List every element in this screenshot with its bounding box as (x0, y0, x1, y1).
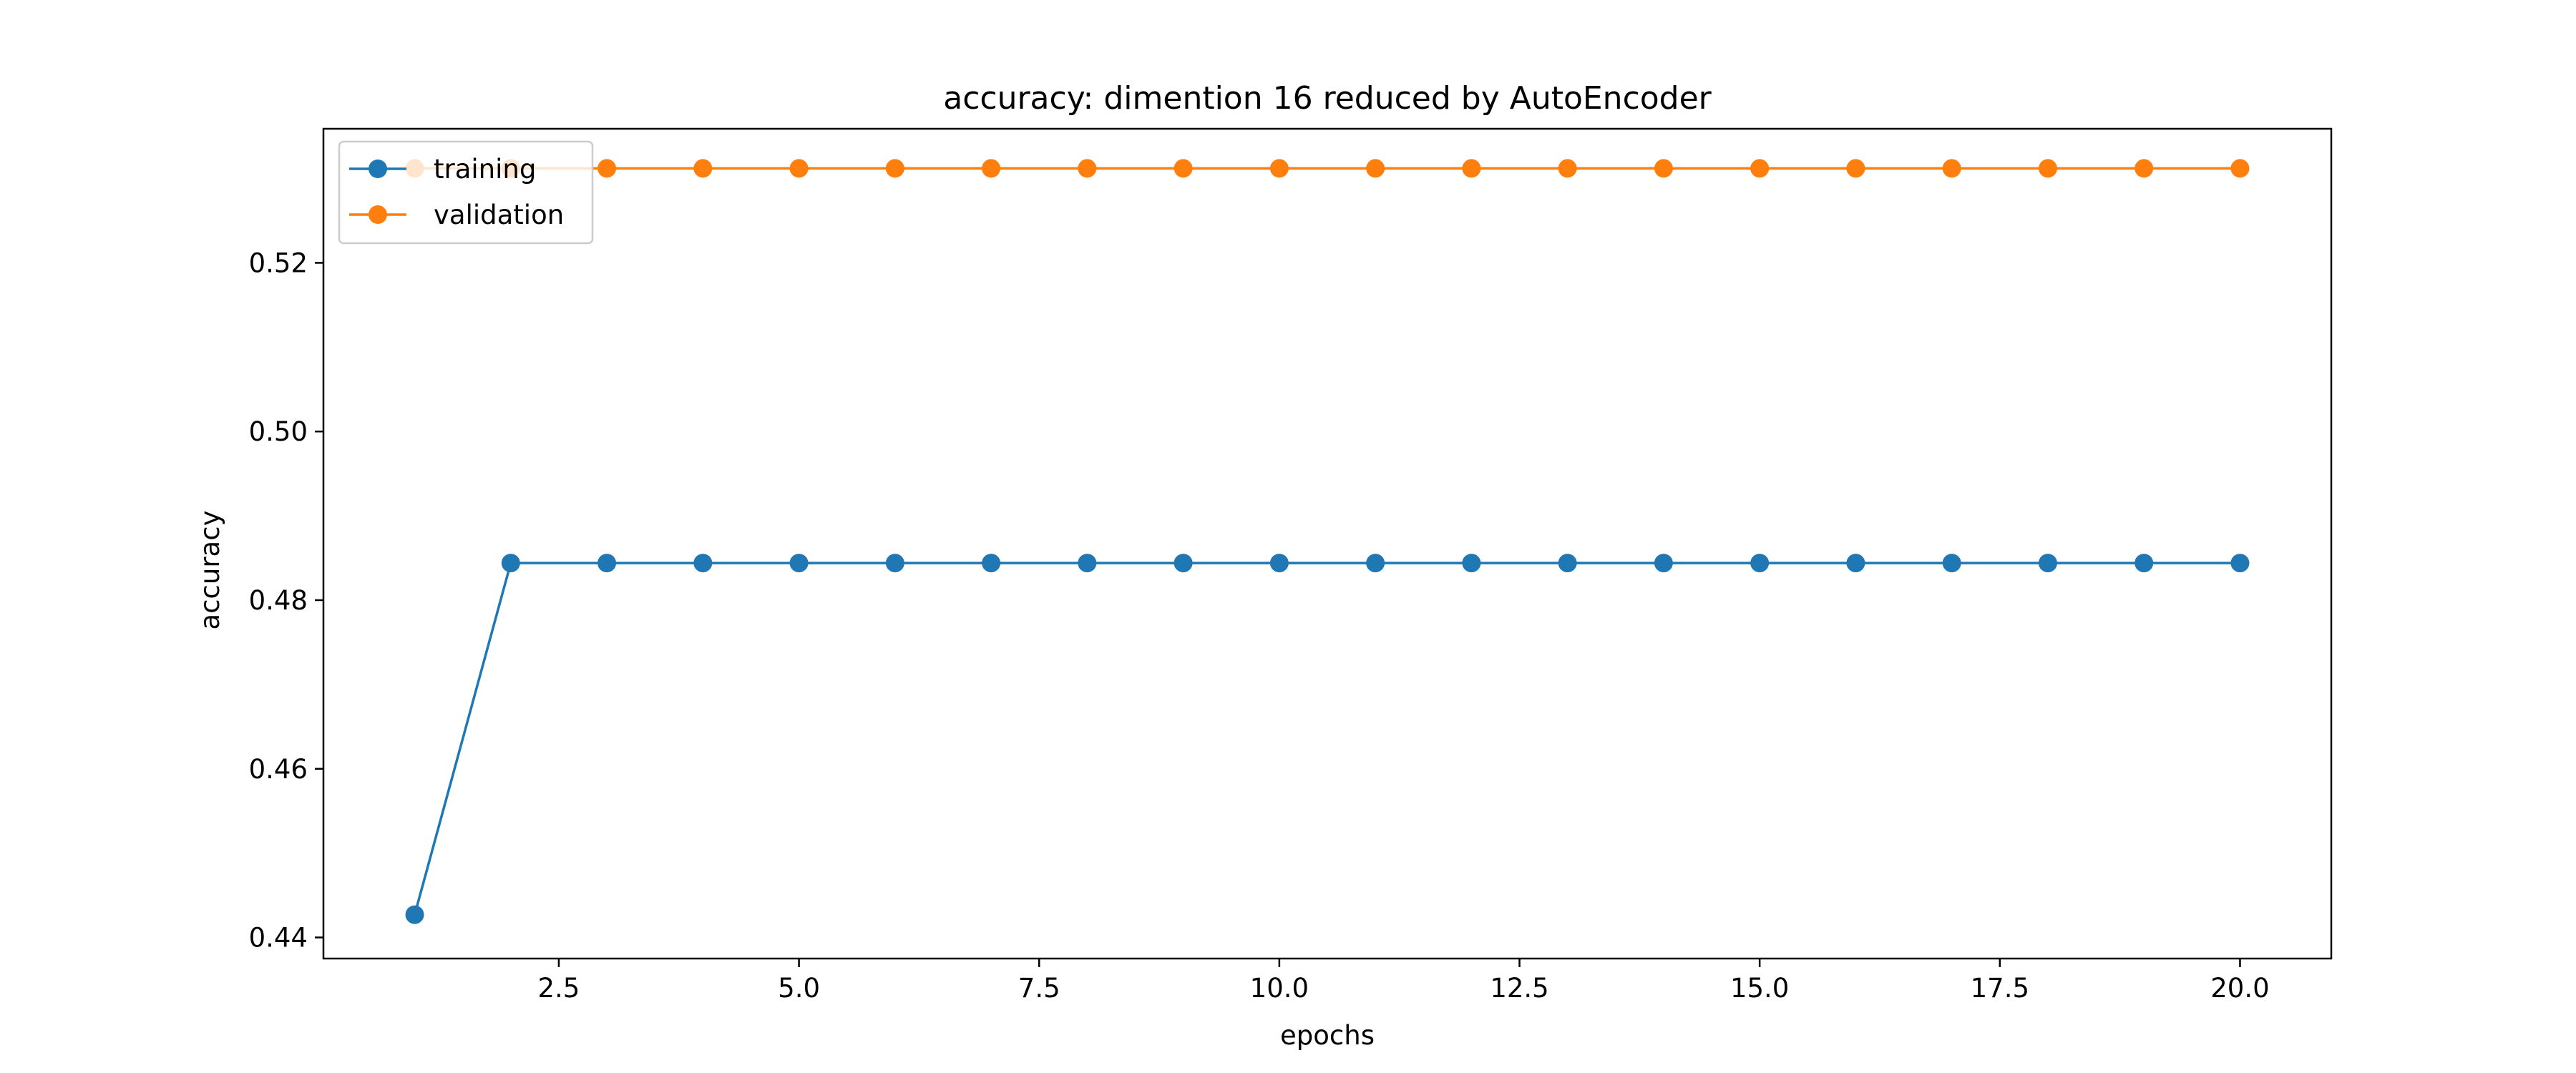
data-point-validation (1078, 159, 1097, 178)
data-point-validation (2038, 159, 2057, 178)
chart-title: accuracy: dimention 16 reduced by AutoEn… (943, 80, 1712, 117)
series-training (405, 554, 2250, 924)
data-point-training (597, 554, 617, 573)
x-tick-label: 15.0 (1730, 973, 1789, 1004)
x-tick-label: 2.5 (538, 973, 580, 1004)
axes-frame (322, 127, 2333, 960)
data-point-validation (2135, 159, 2154, 178)
y-tick-label: 0.44 (249, 923, 308, 954)
legend-label: training (434, 154, 536, 185)
data-point-validation (1462, 159, 1481, 178)
axes-layer: 2.5 5.0 7.5 10.0 12.5 15.0 17.5 20.0 0.44 0.46 0.4… (249, 127, 2333, 1004)
data-point-training (789, 554, 809, 573)
x-tick-label: 12.5 (1490, 973, 1548, 1004)
data-point-training (1366, 554, 1385, 573)
x-tick-label: 17.5 (1971, 973, 2029, 1004)
data-point-training (2135, 554, 2154, 573)
legend-marker (369, 205, 387, 224)
data-point-training (1558, 554, 1577, 573)
series-line-training (413, 562, 2240, 916)
data-point-training (693, 554, 713, 573)
legend-label: validation (434, 200, 564, 230)
plot-area (323, 129, 2331, 959)
plot-background (323, 129, 2331, 959)
legend-box (338, 140, 594, 245)
data-point-training (2038, 554, 2057, 573)
data-point-training (1846, 554, 1865, 573)
data-point-validation (789, 159, 809, 178)
data-point-training (1462, 554, 1481, 573)
data-point-training (885, 554, 904, 573)
data-point-validation (1174, 159, 1193, 178)
data-point-validation (1942, 159, 1961, 178)
data-point-validation (2230, 159, 2250, 178)
legend-marker (369, 160, 387, 178)
y-tick-label: 0.46 (249, 754, 308, 785)
legend-item-training: training (349, 154, 536, 185)
x-tick-label: 7.5 (1018, 973, 1060, 1004)
data-point-validation (885, 159, 904, 178)
x-tick-label: 20.0 (2210, 973, 2269, 1004)
y-tick-label: 0.52 (249, 248, 308, 278)
data-point-training (1750, 554, 1770, 573)
data-point-validation (1654, 159, 1673, 178)
y-tick-label: 0.48 (249, 585, 308, 616)
data-point-validation (597, 159, 617, 178)
x-axis-label: epochs (1280, 1020, 1375, 1051)
data-point-validation (1366, 159, 1385, 178)
data-point-training (1942, 554, 1961, 573)
data-point-training (1269, 554, 1289, 573)
data-point-training (405, 905, 424, 924)
x-tick-label: 10.0 (1250, 973, 1309, 1004)
data-point-validation (1750, 159, 1770, 178)
data-point-training (501, 554, 520, 573)
data-point-training (1078, 554, 1097, 573)
x-tick-label: 5.0 (778, 973, 820, 1004)
data-point-validation (982, 159, 1001, 178)
data-point-training (2230, 554, 2250, 573)
data-point-validation (693, 159, 713, 178)
data-point-training (1654, 554, 1673, 573)
data-point-validation (1269, 159, 1289, 178)
y-tick-label: 0.50 (249, 416, 308, 447)
data-point-validation (1846, 159, 1865, 178)
data-point-training (1174, 554, 1193, 573)
legend-item-validation: validation (349, 200, 564, 230)
data-point-validation (1558, 159, 1577, 178)
legend: training validation (338, 140, 594, 245)
data-point-training (982, 554, 1001, 573)
y-axis-label: accuracy (195, 511, 225, 630)
